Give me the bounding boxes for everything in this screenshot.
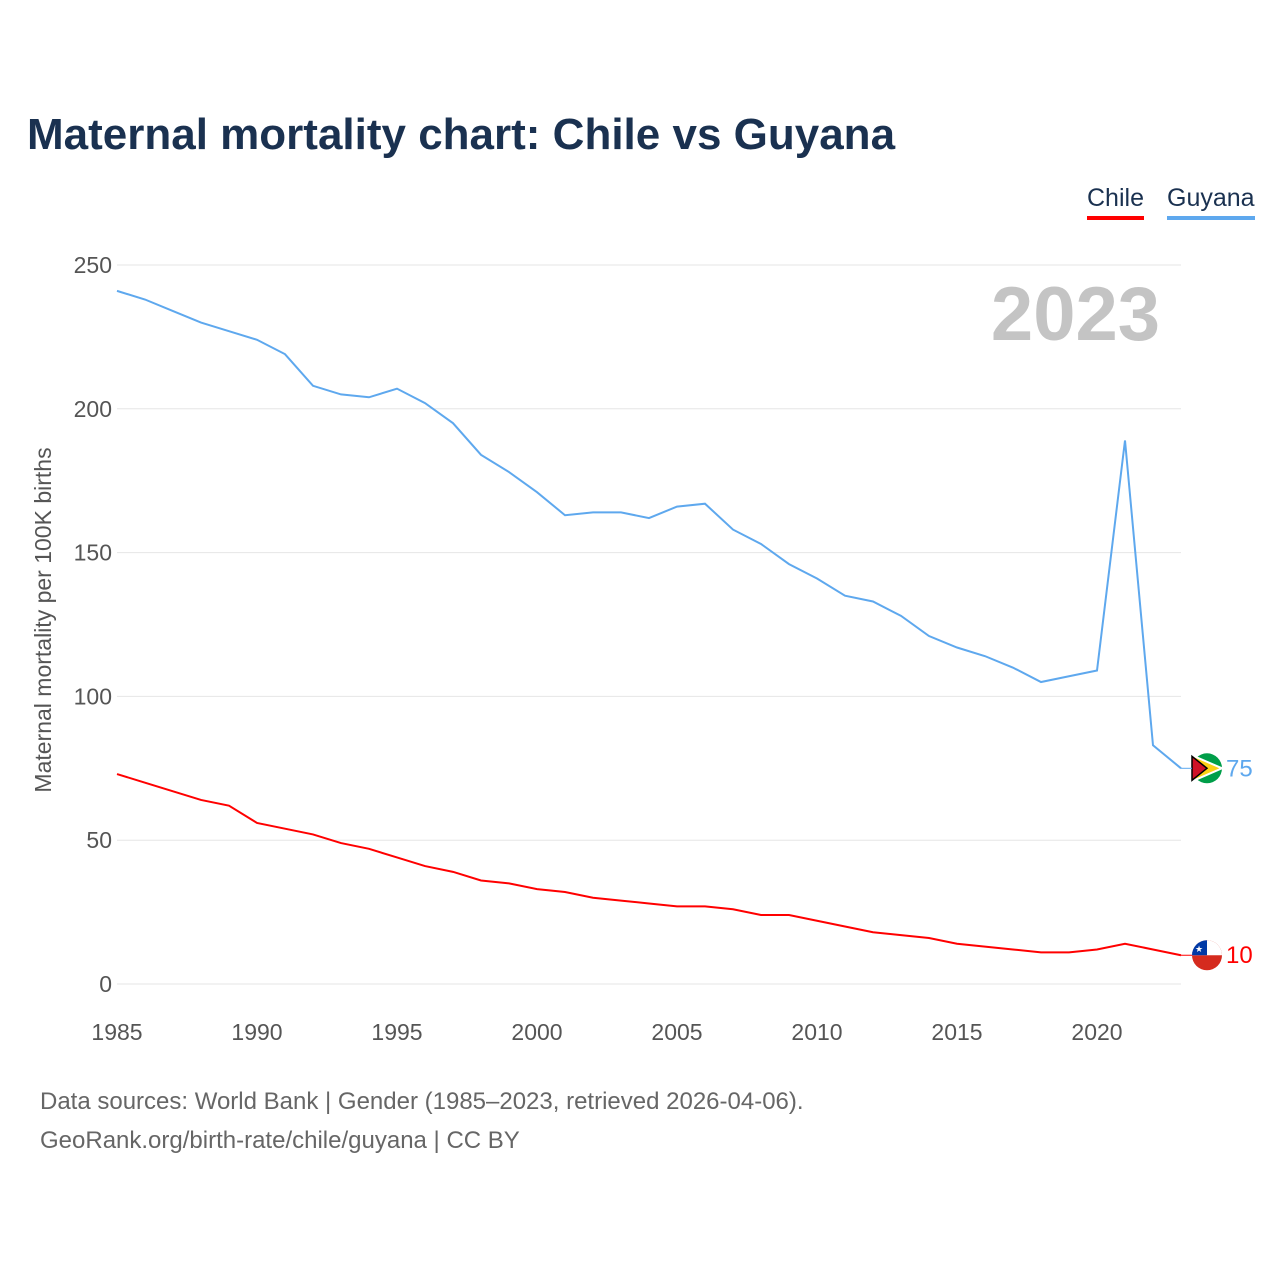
x-tick-label: 2015: [931, 1019, 982, 1045]
y-tick-label: 150: [74, 540, 112, 566]
legend-guyana[interactable]: Guyana: [1167, 184, 1255, 220]
y-tick-label: 200: [74, 396, 112, 422]
end-value-label-chile: 10: [1226, 942, 1253, 969]
x-tick-label: 2000: [511, 1019, 562, 1045]
y-tick-label: 0: [99, 971, 112, 997]
y-axis-label: Maternal mortality per 100K births: [30, 447, 56, 792]
x-tick-label: 1990: [231, 1019, 282, 1045]
chile-flag-star: ★: [1195, 944, 1203, 954]
chart-title: Maternal mortality chart: Chile vs Guyan…: [27, 110, 896, 159]
chile-flag-blue: [1192, 940, 1207, 956]
series-line-chile: [116, 773, 1182, 957]
source-text: Data sources: World Bank | Gender (1985–…: [40, 1088, 804, 1115]
x-tick-label: 2010: [791, 1019, 842, 1045]
x-tick-label: 2005: [651, 1019, 702, 1045]
y-tick-label: 50: [86, 827, 112, 853]
series-line-guyana: [116, 289, 1182, 770]
y-tick-label: 100: [74, 683, 112, 709]
x-tick-label: 1985: [91, 1019, 142, 1045]
legend-chile[interactable]: Chile: [1087, 184, 1144, 220]
year-watermark: 2023: [991, 272, 1160, 357]
x-tick-label: 1995: [371, 1019, 422, 1045]
y-tick-label: 250: [74, 252, 112, 278]
x-tick-label: 2020: [1071, 1019, 1122, 1045]
source-link[interactable]: GeoRank.org/birth-rate/chile/guyana | CC…: [40, 1127, 520, 1154]
end-value-label-guyana: 75: [1226, 755, 1253, 782]
